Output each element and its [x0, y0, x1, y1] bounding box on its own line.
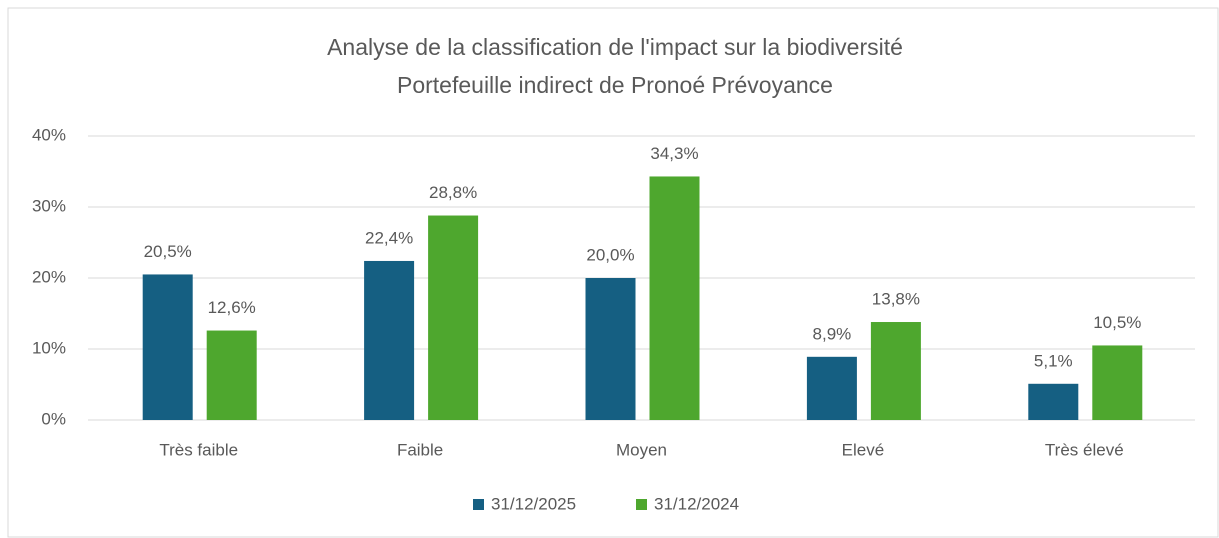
data-label: 20,0% [586, 245, 634, 264]
legend-label: 31/12/2024 [654, 494, 739, 513]
bar [649, 176, 700, 420]
data-label: 13,8% [872, 290, 920, 309]
data-label: 28,8% [429, 183, 477, 202]
chart-subtitle: Portefeuille indirect de Pronoé Prévoyan… [397, 72, 833, 98]
chart-border [7, 7, 1219, 538]
y-tick-label: 30% [32, 196, 66, 215]
bar [428, 215, 479, 420]
y-tick-label: 20% [32, 267, 66, 286]
legend-swatch [636, 499, 647, 510]
chart-title: Analyse de la classification de l'impact… [327, 34, 903, 60]
data-label: 20,5% [144, 242, 192, 261]
bar [585, 278, 636, 420]
y-tick-label: 0% [41, 409, 66, 428]
data-label: 12,6% [208, 298, 256, 317]
bar [364, 260, 415, 420]
data-label: 34,3% [650, 144, 698, 163]
x-tick-label: Très faible [159, 440, 238, 459]
bar [1028, 383, 1079, 420]
x-tick-label: Faible [397, 440, 443, 459]
data-label: 5,1% [1034, 351, 1073, 370]
bar [142, 274, 193, 420]
data-label: 8,9% [813, 324, 852, 343]
legend-swatch [473, 499, 484, 510]
bar [870, 322, 921, 420]
bar [206, 330, 257, 420]
bar [806, 356, 857, 420]
bar [1092, 345, 1143, 420]
legend-label: 31/12/2025 [491, 494, 576, 513]
data-label: 10,5% [1093, 313, 1141, 332]
data-label: 22,4% [365, 228, 413, 247]
x-tick-label: Très élevé [1045, 440, 1124, 459]
x-tick-label: Elevé [842, 440, 885, 459]
x-tick-label: Moyen [616, 440, 667, 459]
y-tick-label: 40% [32, 125, 66, 144]
y-tick-label: 10% [32, 338, 66, 357]
